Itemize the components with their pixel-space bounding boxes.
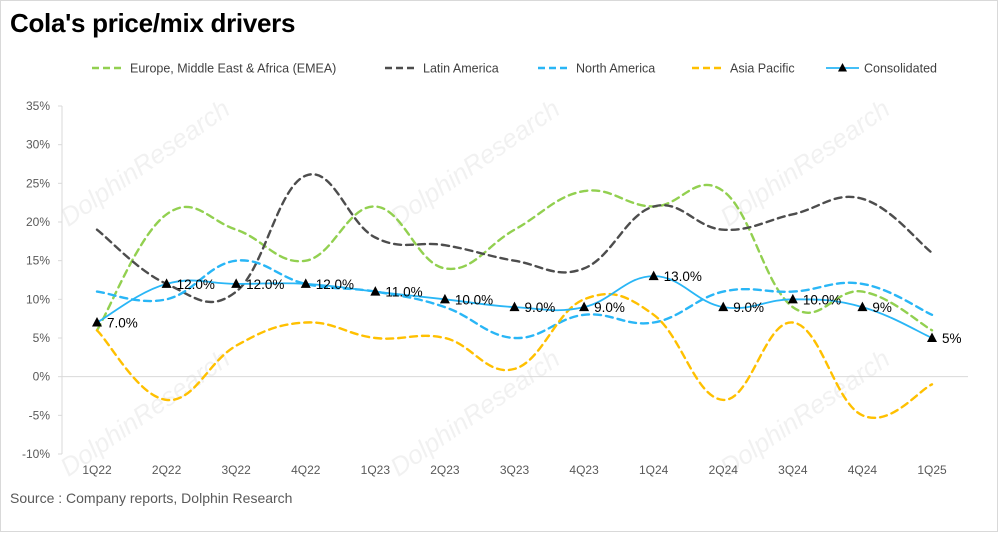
legend-label: Europe, Middle East & Africa (EMEA)	[130, 62, 336, 76]
data-label: 12.0%	[177, 277, 215, 292]
data-label: 9.0%	[525, 300, 556, 315]
data-point-marker	[927, 332, 937, 342]
legend-label: North America	[576, 62, 655, 76]
data-point-marker	[161, 278, 172, 288]
data-label: 10.0%	[455, 292, 493, 307]
x-axis: 1Q22 2Q22 3Q22 4Q22 1Q23 2Q23 3Q23 4Q23 1Q24 2Q24…	[62, 376, 968, 477]
data-label: 13.0%	[664, 269, 702, 284]
data-point-marker	[787, 293, 798, 304]
x-tick-label: 2Q22	[152, 463, 182, 477]
y-tick-label: -10%	[22, 447, 50, 461]
chart-title: Cola's price/mix drivers	[10, 8, 296, 38]
data-point-marker	[231, 278, 242, 288]
series-line-north-america	[95, 259, 934, 340]
x-tick-label: 2Q24	[709, 463, 739, 477]
x-tick-label: 4Q24	[848, 463, 878, 477]
y-tick-label: 15%	[26, 254, 50, 268]
data-point-marker	[718, 301, 729, 312]
data-point-marker	[857, 301, 868, 312]
data-label: 7.0%	[107, 316, 138, 331]
legend-label: Asia Pacific	[730, 62, 795, 76]
data-label: 11.0%	[385, 285, 422, 300]
series-line-latin-america	[95, 173, 934, 304]
legend-label: Latin America	[423, 62, 499, 76]
y-axis: -10% -5% 0% 5% 10% 15% 20% 25% 30% 35%	[22, 99, 63, 461]
x-tick-label: 3Q22	[221, 463, 251, 477]
y-tick-label: 25%	[26, 176, 50, 190]
series-line-asia-pacific	[95, 292, 934, 419]
series-layer	[92, 173, 937, 419]
data-point-marker	[92, 317, 102, 327]
data-point-marker	[300, 278, 311, 288]
data-label-layer: 7.0% 12.0% 12.0% 12.0% 11.0% 10.0% 9.0% 9.0% 13.…	[107, 269, 962, 346]
y-tick-label: 35%	[26, 99, 50, 113]
data-point-marker	[439, 293, 450, 304]
y-tick-label: 10%	[26, 292, 50, 306]
watermark-text: DolphinResearch	[715, 343, 896, 482]
x-tick-label: 4Q23	[569, 463, 599, 477]
x-tick-label: 1Q23	[361, 463, 391, 477]
watermark-text: DolphinResearch	[55, 343, 236, 482]
y-tick-label: 30%	[26, 138, 50, 152]
data-point-marker	[370, 286, 381, 296]
y-tick-label: -5%	[29, 408, 51, 422]
legend: Europe, Middle East & Africa (EMEA) Latin…	[92, 62, 937, 76]
data-point-marker	[509, 301, 520, 312]
data-label: 12.0%	[246, 277, 284, 292]
series-line-europe-middle-east-africa-emea	[95, 183, 934, 332]
x-tick-label: 3Q23	[500, 463, 530, 477]
legend-marker	[838, 63, 847, 72]
x-tick-label: 2Q23	[430, 463, 460, 477]
legend-label: Consolidated	[864, 62, 937, 76]
x-tick-label: 3Q24	[778, 463, 808, 477]
data-point-marker	[648, 270, 659, 281]
data-label: 5%	[942, 331, 962, 346]
data-label: 12.0%	[316, 277, 354, 292]
data-label: 9.0%	[733, 300, 764, 315]
x-tick-label: 1Q24	[639, 463, 669, 477]
watermark-text: DolphinResearch	[385, 343, 566, 482]
source-note: Source : Company reports, Dolphin Resear…	[10, 490, 293, 506]
x-tick-label: 4Q22	[291, 463, 321, 477]
data-label: 9%	[872, 300, 892, 315]
y-tick-label: 0%	[33, 370, 51, 384]
data-point-marker	[579, 301, 590, 312]
watermark-text: DolphinResearch	[55, 93, 236, 232]
y-tick-label: 5%	[33, 331, 51, 345]
y-tick-label: 20%	[26, 215, 50, 229]
x-tick-label: 1Q22	[82, 463, 112, 477]
x-tick-label: 1Q25	[917, 463, 947, 477]
data-label: 9.0%	[594, 300, 625, 315]
data-label: 10.0%	[803, 292, 841, 307]
watermark-text: DolphinResearch	[385, 93, 566, 232]
